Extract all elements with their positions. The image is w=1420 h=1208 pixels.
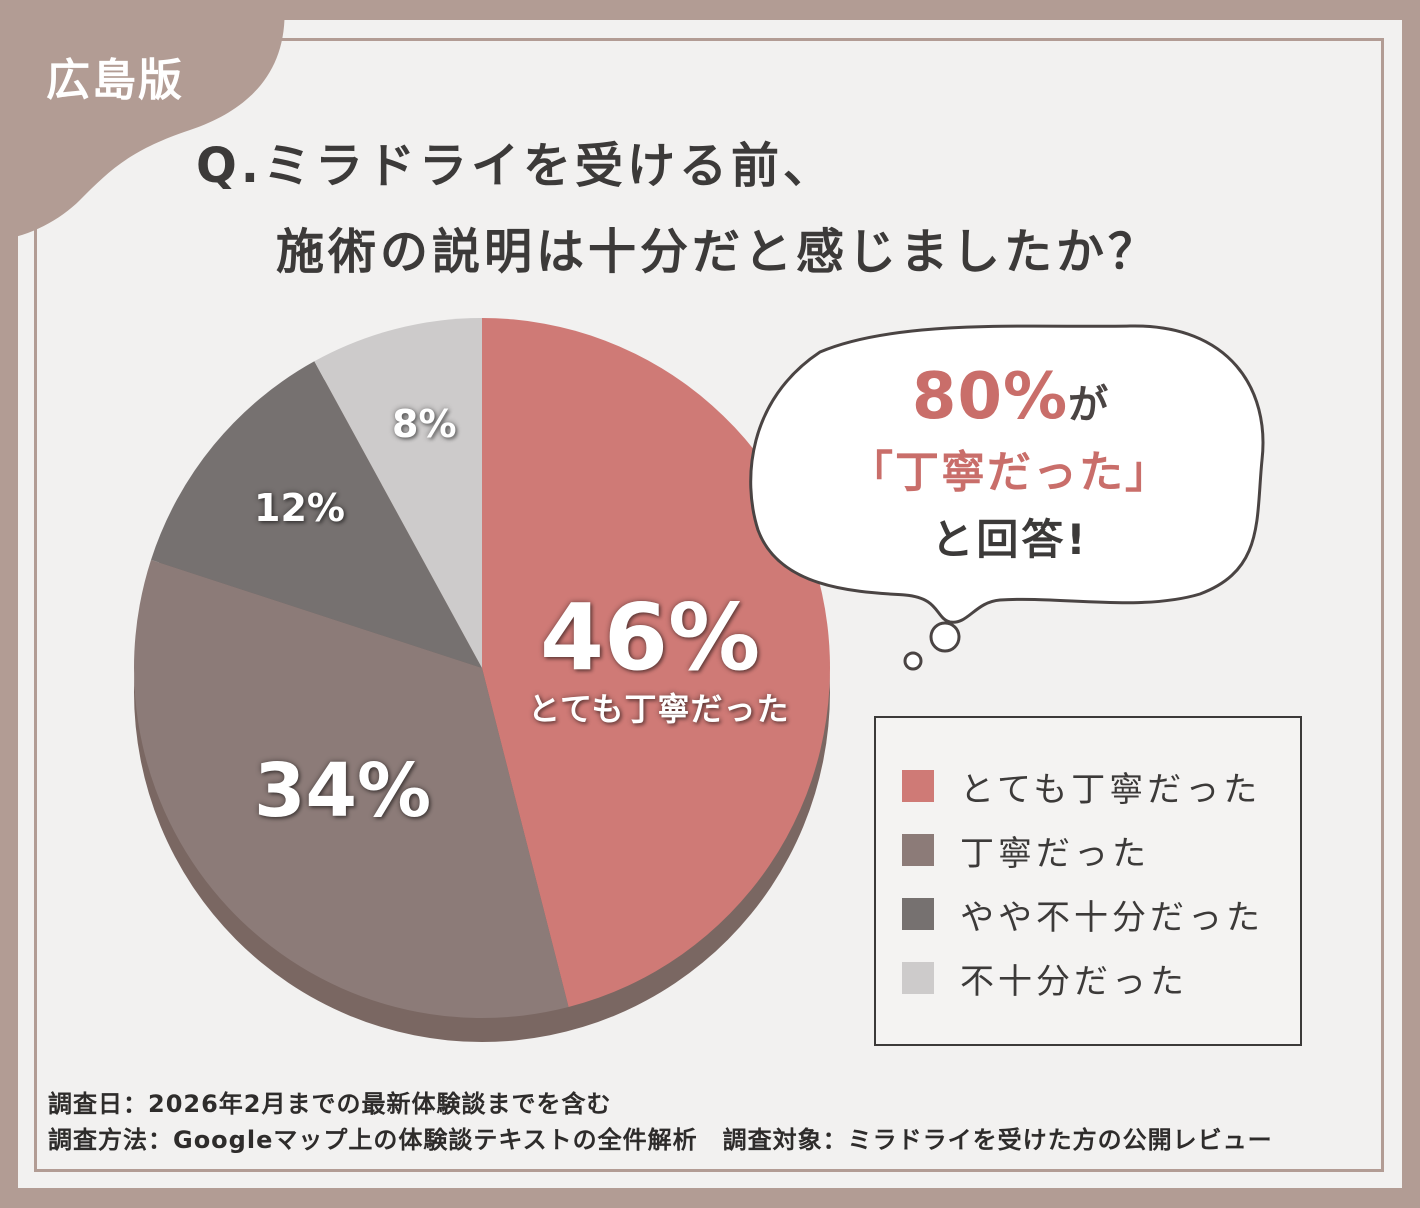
legend-item: とても丁寧だった — [902, 766, 1261, 810]
legend-label: やや不十分だった — [960, 897, 1264, 938]
legend: とても丁寧だった 丁寧だった やや不十分だった 不十分だった — [874, 716, 1302, 1046]
legend-item: 不十分だった — [902, 958, 1188, 1002]
bubble-quote: 「丁寧だった」 — [849, 447, 1171, 498]
legend-label: とても丁寧だった — [960, 769, 1262, 810]
bubble-dot-large — [929, 621, 961, 653]
slice-label-very-polite: 46% — [540, 584, 761, 691]
bubble-percent: 80% — [911, 360, 1069, 434]
panel-border — [34, 38, 1384, 1172]
slice-label-insufficient: 8% — [392, 402, 457, 446]
legend-swatch — [902, 834, 934, 866]
legend-item: やや不十分だった — [902, 894, 1264, 938]
legend-swatch — [902, 898, 934, 930]
bubble-callout: 80%が 「丁寧だった」 と回答! — [760, 360, 1260, 567]
corner-tab — [0, 0, 285, 240]
survey-method-note: 調査方法：Googleマップ上の体験談テキストの全件解析 調査対象：ミラドライを… — [48, 1126, 1273, 1154]
pie-slice-polite — [133, 559, 569, 1018]
legend-swatch — [902, 962, 934, 994]
question-title-line-1: Q.ミラドライを受ける前、 — [196, 138, 836, 194]
legend-label: 丁寧だった — [960, 833, 1150, 874]
pie-slice-somewhat-insufficient — [151, 361, 482, 668]
slice-sublabel-very-polite: とても丁寧だった — [528, 690, 790, 728]
question-title-line-2: 施術の説明は十分だと感じましたか？ — [276, 224, 1161, 280]
speech-bubble — [749, 324, 1265, 624]
slice-label-polite: 34% — [254, 748, 432, 834]
pie-slice-very-polite — [482, 318, 830, 1008]
legend-label: 不十分だった — [960, 961, 1188, 1002]
bubble-dot-small — [903, 651, 923, 671]
region-badge: 広島版 — [46, 55, 184, 106]
bubble-percent-suffix: が — [1068, 382, 1109, 428]
legend-swatch — [902, 770, 934, 802]
pie-slice-insufficient — [314, 318, 482, 668]
survey-date-note: 調査日：2026年2月までの最新体験談までを含む — [48, 1090, 612, 1118]
slice-label-somewhat-insufficient: 12% — [254, 486, 345, 530]
bubble-answer: と回答! — [931, 515, 1089, 564]
legend-item: 丁寧だった — [902, 830, 1150, 874]
